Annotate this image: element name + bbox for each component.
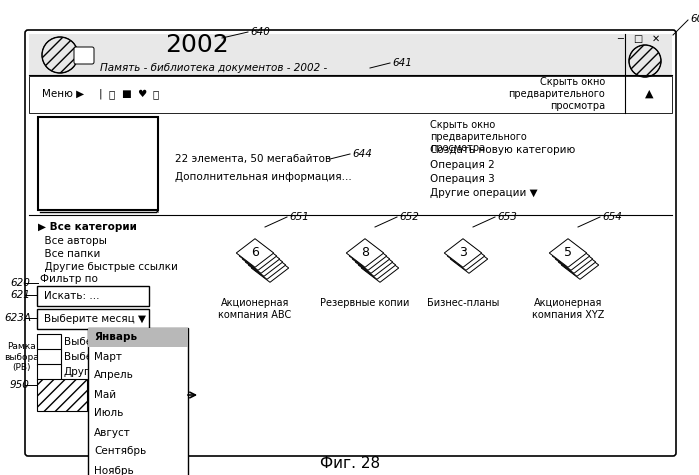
Text: 22 элемента, 50 мегабайтов: 22 элемента, 50 мегабайтов (175, 154, 331, 164)
Polygon shape (561, 251, 599, 279)
FancyBboxPatch shape (37, 286, 149, 306)
Text: Фильтр по: Фильтр по (40, 274, 98, 284)
Polygon shape (248, 251, 286, 279)
Polygon shape (355, 247, 393, 276)
Text: 644: 644 (352, 149, 372, 159)
Text: 653: 653 (497, 212, 517, 222)
Polygon shape (559, 247, 596, 276)
FancyBboxPatch shape (88, 328, 188, 475)
Text: Другие: Другие (64, 367, 103, 377)
FancyBboxPatch shape (37, 379, 87, 411)
Text: Бизнес-планы: Бизнес-планы (427, 298, 499, 308)
Text: ✕: ✕ (652, 34, 660, 44)
Text: 623A: 623A (4, 313, 31, 323)
Polygon shape (243, 245, 280, 273)
Text: Август: Август (94, 428, 131, 437)
Text: Операция 2: Операция 2 (430, 160, 495, 170)
Text: ♥: ♥ (138, 89, 147, 99)
Polygon shape (352, 245, 390, 273)
Text: Выбе: Выбе (64, 352, 92, 362)
FancyBboxPatch shape (29, 34, 672, 75)
FancyBboxPatch shape (74, 47, 94, 64)
Text: 652: 652 (399, 212, 419, 222)
Text: □: □ (633, 34, 642, 44)
Text: Март: Март (94, 352, 122, 361)
Text: Другие операции ▼: Другие операции ▼ (430, 188, 538, 198)
Polygon shape (359, 251, 396, 279)
Polygon shape (361, 254, 398, 282)
Text: Выберите месяц ▼: Выберите месяц ▼ (44, 314, 146, 324)
Polygon shape (555, 245, 593, 273)
FancyBboxPatch shape (29, 76, 672, 113)
Text: 621: 621 (10, 290, 30, 300)
Text: 651: 651 (289, 212, 309, 222)
Polygon shape (447, 242, 484, 270)
Text: Создать новую категорию: Создать новую категорию (430, 145, 575, 155)
Text: 3: 3 (459, 247, 467, 259)
Text: Память - библиотека документов - 2002 -: Память - библиотека документов - 2002 - (100, 63, 327, 73)
Text: Май: Май (94, 390, 116, 399)
Text: 2002: 2002 (165, 33, 229, 57)
FancyBboxPatch shape (37, 364, 61, 380)
Text: 950: 950 (10, 380, 30, 390)
Text: 654: 654 (602, 212, 622, 222)
Text: Искать: ...: Искать: ... (44, 291, 99, 301)
Text: просмотра: просмотра (550, 101, 605, 111)
Text: 641: 641 (392, 58, 412, 68)
Polygon shape (346, 239, 384, 267)
Text: 6: 6 (251, 247, 259, 259)
Text: Скрыть окно: Скрыть окно (540, 77, 605, 87)
Text: |: | (98, 89, 102, 99)
Text: ▶ Все категории: ▶ Все категории (38, 222, 137, 232)
FancyBboxPatch shape (37, 349, 61, 365)
Text: Апрель: Апрель (94, 370, 134, 380)
Text: 🔒: 🔒 (109, 89, 115, 99)
Polygon shape (445, 239, 482, 267)
Text: Январь: Январь (94, 332, 137, 342)
Text: предварительного: предварительного (508, 89, 605, 99)
FancyBboxPatch shape (37, 309, 149, 329)
Polygon shape (245, 247, 282, 276)
Text: Меню ▶: Меню ▶ (42, 89, 84, 99)
Text: Все папки: Все папки (38, 249, 101, 259)
Polygon shape (350, 242, 387, 270)
Text: ▲: ▲ (644, 89, 654, 99)
Text: Другие быстрые ссылки: Другие быстрые ссылки (38, 262, 178, 272)
Polygon shape (450, 245, 488, 273)
FancyBboxPatch shape (25, 30, 676, 456)
Polygon shape (236, 239, 274, 267)
Text: Июль: Июль (94, 408, 124, 418)
Text: ■: ■ (121, 89, 131, 99)
Text: Фиг. 28: Фиг. 28 (320, 456, 380, 471)
Text: Рамка
выбора
(РВ): Рамка выбора (РВ) (4, 342, 38, 372)
Text: Акционерная
компания ABC: Акционерная компания ABC (218, 298, 291, 320)
Text: 620: 620 (10, 278, 30, 288)
Polygon shape (552, 242, 590, 270)
FancyBboxPatch shape (88, 328, 188, 347)
Text: Скрыть окно
предварительного
просмотра: Скрыть окно предварительного просмотра (430, 120, 527, 153)
Text: Выбе: Выбе (64, 337, 92, 347)
Polygon shape (239, 242, 277, 270)
FancyBboxPatch shape (37, 334, 61, 350)
Text: 5: 5 (564, 247, 572, 259)
FancyBboxPatch shape (38, 117, 158, 210)
Text: Все авторы: Все авторы (38, 236, 107, 246)
Text: Резервные копии: Резервные копии (320, 298, 410, 308)
Polygon shape (251, 254, 289, 282)
Text: 8: 8 (361, 247, 369, 259)
Text: Сентябрь: Сентябрь (94, 446, 146, 456)
Polygon shape (549, 239, 586, 267)
Text: Акционерная
компания XYZ: Акционерная компания XYZ (532, 298, 604, 320)
Text: 600: 600 (690, 14, 699, 24)
Text: 🌐: 🌐 (153, 89, 159, 99)
Text: Ноябрь: Ноябрь (94, 466, 134, 475)
Text: 640: 640 (250, 27, 270, 37)
Text: Операция 3: Операция 3 (430, 174, 495, 184)
Text: ─: ─ (617, 34, 623, 44)
Text: Дополнительная информация...: Дополнительная информация... (175, 172, 352, 182)
